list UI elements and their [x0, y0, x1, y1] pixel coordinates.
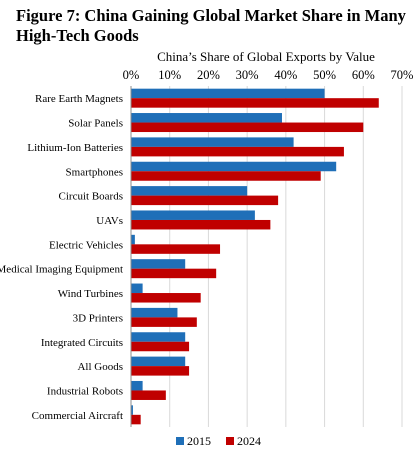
legend-label: 2024 [237, 434, 261, 448]
legend-label: 2015 [187, 434, 211, 448]
bar-2024 [131, 244, 221, 254]
bar-2024 [131, 293, 201, 303]
x-axis-title: China’s Share of Global Exports by Value [157, 49, 375, 64]
bar-2015 [131, 186, 248, 196]
bar-2015 [131, 234, 135, 245]
x-tick-label: 10% [158, 68, 181, 82]
bar-2015 [131, 161, 337, 172]
category-label: Lithium-Ion Batteries [27, 142, 123, 154]
category-label: Commercial Aircraft [32, 410, 123, 422]
bar-2024 [131, 195, 279, 206]
x-tick-label: 0% [123, 68, 140, 82]
category-label: UAVs [96, 215, 123, 227]
bars [131, 88, 379, 425]
x-tick-label: 40% [274, 68, 297, 82]
bar-2015 [131, 113, 282, 123]
bar-2015 [131, 259, 186, 269]
bar-2024 [131, 219, 271, 230]
category-label: Smartphones [66, 166, 123, 178]
bar-2024 [131, 122, 364, 133]
x-tick-labels: 0% 10% 20% 30% 40% 50% 60% 70% [123, 68, 414, 82]
bar-2024 [131, 341, 190, 352]
bar-2024 [131, 171, 321, 181]
legend: 2015 2024 [176, 434, 261, 448]
legend-swatch [226, 437, 234, 445]
category-label: All Goods [77, 361, 123, 373]
category-label: Rare Earth Magnets [35, 93, 123, 105]
category-label: Industrial Robots [47, 385, 123, 397]
category-labels: Rare Earth Magnets Solar Panels Lithium-Io… [0, 93, 123, 422]
x-tick-label: 60% [352, 68, 375, 82]
bar-2024 [131, 317, 197, 327]
category-label: Integrated Circuits [41, 337, 123, 349]
x-tick-label: 50% [313, 68, 336, 82]
bar-2015 [131, 380, 143, 391]
figure-title: Figure 7: China Gaining Global Market Sh… [16, 6, 406, 45]
legend-swatch [176, 437, 184, 445]
bar-2024 [131, 146, 344, 157]
bar-2024 [131, 366, 190, 376]
bar-2024 [131, 98, 379, 108]
bar-2015 [131, 210, 255, 220]
bar-2015 [131, 283, 143, 294]
bar-2024 [131, 414, 141, 425]
category-label: 3D Printers [73, 312, 123, 324]
bar-2015 [131, 405, 133, 415]
bar-2024 [131, 390, 166, 400]
x-tick-label: 70% [391, 68, 414, 82]
bar-2015 [131, 356, 186, 367]
bar-2015 [131, 137, 294, 147]
bar-2015 [131, 307, 178, 318]
bar-2015 [131, 88, 325, 99]
category-label: Circuit Boards [59, 191, 123, 203]
category-label: Wind Turbines [58, 288, 123, 300]
category-label: Medical Imaging Equipment [0, 264, 123, 276]
category-label: Electric Vehicles [49, 239, 123, 251]
gridlines [130, 86, 403, 427]
x-tick-label: 30% [236, 68, 259, 82]
category-label: Solar Panels [68, 118, 123, 130]
x-tick-label: 20% [197, 68, 220, 82]
bar-2015 [131, 332, 186, 342]
bar-2024 [131, 268, 217, 279]
